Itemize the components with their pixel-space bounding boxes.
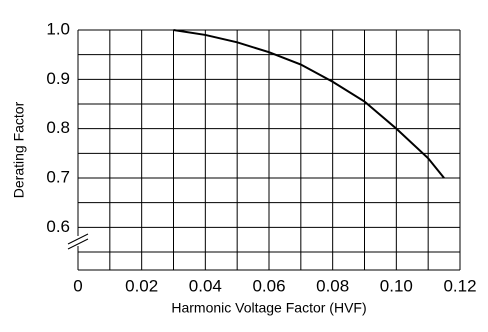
y-tick-label: 1.0 bbox=[46, 19, 70, 38]
y-tick-label: 0.8 bbox=[46, 118, 70, 137]
x-tick-label: 0.02 bbox=[125, 276, 158, 295]
y-tick-label: 0.6 bbox=[46, 217, 70, 236]
x-tick-label: 0.06 bbox=[252, 276, 285, 295]
x-tick-label: 0.04 bbox=[189, 276, 222, 295]
axis-break bbox=[67, 233, 89, 250]
break-mark bbox=[67, 238, 89, 250]
x-tick-label: 0.10 bbox=[380, 276, 413, 295]
x-axis-label: Harmonic Voltage Factor (HVF) bbox=[171, 300, 366, 316]
data-line bbox=[173, 29, 445, 179]
y-tick-label: 0.9 bbox=[46, 69, 70, 88]
x-tick-label: 0.08 bbox=[316, 276, 349, 295]
x-tick-label: 0.12 bbox=[443, 276, 476, 295]
y-axis-label: Derating Factor bbox=[11, 101, 27, 198]
break-mark bbox=[67, 233, 89, 245]
break-gap bbox=[70, 236, 86, 246]
y-tick-label: 0.7 bbox=[46, 167, 70, 186]
x-tick-label: 0 bbox=[73, 276, 82, 295]
